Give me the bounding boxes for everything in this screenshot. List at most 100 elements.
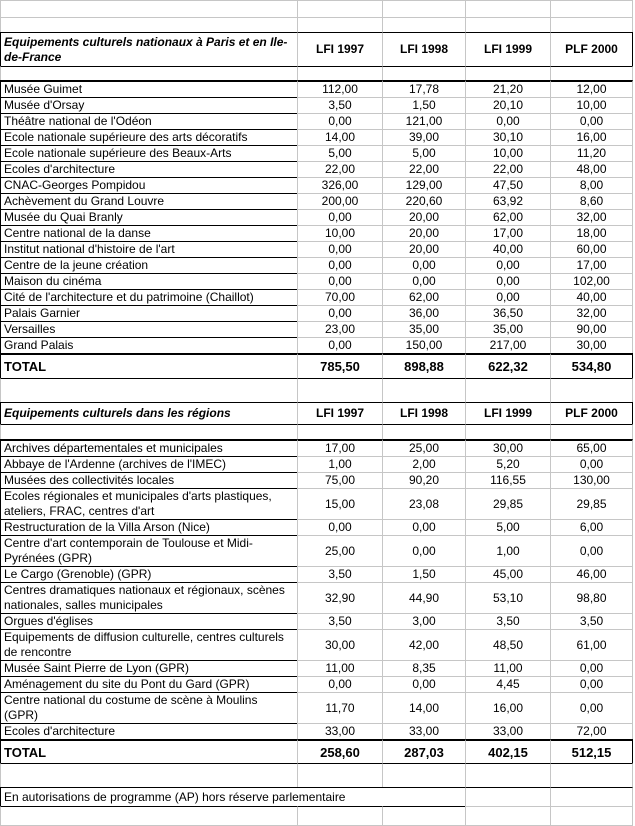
value-cell: 22,00 (382, 161, 465, 177)
column-header: LFI 1998 (382, 402, 465, 424)
value-cell: 63,92 (465, 193, 550, 209)
row-label: Orgues d'églises (0, 613, 297, 629)
table-row: Centre national de la danse 10,00 20,00 … (0, 225, 633, 241)
empty-cell (382, 378, 465, 402)
empty-cell (382, 806, 465, 826)
table-row: Archives départementales et municipales … (0, 439, 633, 456)
row-label: Restructuration de la Villa Arson (Nice) (0, 519, 297, 535)
empty-cell (0, 378, 297, 402)
empty-cell (297, 424, 382, 439)
value-cell: 129,00 (382, 177, 465, 193)
row-label: Musée Guimet (0, 80, 297, 97)
empty-cell (465, 763, 550, 787)
value-cell: 61,00 (550, 629, 633, 660)
table-row: Orgues d'églises 3,50 3,00 3,50 3,50 (0, 613, 633, 629)
empty-cell (550, 806, 633, 826)
spacer-row (0, 378, 633, 402)
section-2-rows: Archives départementales et municipales … (0, 439, 633, 739)
value-cell: 70,00 (297, 289, 382, 305)
row-label: Centres dramatiques nationaux et régiona… (0, 582, 297, 613)
value-cell: 0,00 (465, 257, 550, 273)
value-cell: 35,00 (382, 321, 465, 337)
empty-cell (465, 0, 550, 17)
table-row: Centre de la jeune création 0,00 0,00 0,… (0, 257, 633, 273)
value-cell: 25,00 (382, 439, 465, 456)
value-cell: 40,00 (465, 241, 550, 257)
spacer-row (0, 806, 633, 826)
value-cell: 3,50 (297, 613, 382, 629)
row-label: Centre national du costume de scène à Mo… (0, 692, 297, 723)
row-label: Centre de la jeune création (0, 257, 297, 273)
value-cell: 17,78 (382, 80, 465, 97)
row-label: Achèvement du Grand Louvre (0, 193, 297, 209)
row-label: Théâtre national de l'Odéon (0, 113, 297, 129)
table-row: Musée Guimet 112,00 17,78 21,20 12,00 (0, 80, 633, 97)
spacer-row (0, 0, 633, 17)
table-row: Maison du cinéma 0,00 0,00 0,00 102,00 (0, 273, 633, 289)
row-label: Maison du cinéma (0, 273, 297, 289)
row-label: Ecoles d'architecture (0, 161, 297, 177)
value-cell: 6,00 (550, 519, 633, 535)
empty-cell (382, 424, 465, 439)
value-cell: 5,00 (297, 145, 382, 161)
table-row: Versailles 23,00 35,00 35,00 90,00 (0, 321, 633, 337)
row-label: Musées des collectivités locales (0, 472, 297, 488)
value-cell: 22,00 (465, 161, 550, 177)
value-cell: 0,00 (550, 456, 633, 472)
section-title: Equipements culturels dans les régions (0, 402, 297, 424)
row-label: Ecoles d'architecture (0, 723, 297, 739)
empty-cell (297, 806, 382, 826)
value-cell: 62,00 (382, 289, 465, 305)
empty-cell (550, 17, 633, 32)
empty-cell (465, 787, 550, 806)
value-cell: 116,55 (465, 472, 550, 488)
empty-cell (465, 806, 550, 826)
row-label: Ecoles régionales et municipales d'arts … (0, 488, 297, 519)
row-label: CNAC-Georges Pompidou (0, 177, 297, 193)
value-cell: 130,00 (550, 472, 633, 488)
value-cell: 326,00 (297, 177, 382, 193)
table-row: Institut national d'histoire de l'art 0,… (0, 241, 633, 257)
total-value: 258,60 (297, 739, 382, 763)
footnote-cell: En autorisations de programme (AP) hors … (0, 787, 465, 806)
table-row: Grand Palais 0,00 150,00 217,00 30,00 (0, 337, 633, 353)
value-cell: 42,00 (382, 629, 465, 660)
empty-cell (465, 378, 550, 402)
table-row: Cité de l'architecture et du patrimoine … (0, 289, 633, 305)
value-cell: 1,00 (465, 535, 550, 566)
column-header: LFI 1999 (465, 32, 550, 66)
value-cell: 72,00 (550, 723, 633, 739)
total-value: 622,32 (465, 353, 550, 378)
value-cell: 48,50 (465, 629, 550, 660)
row-label: Cité de l'architecture et du patrimoine … (0, 289, 297, 305)
value-cell: 4,45 (465, 676, 550, 692)
value-cell: 0,00 (297, 676, 382, 692)
value-cell: 0,00 (550, 535, 633, 566)
value-cell: 48,00 (550, 161, 633, 177)
empty-cell (550, 763, 633, 787)
column-header: LFI 1998 (382, 32, 465, 66)
total-value: 785,50 (297, 353, 382, 378)
table-row: Ecoles d'architecture 33,00 33,00 33,00 … (0, 723, 633, 739)
empty-cell (297, 378, 382, 402)
table-row: Aménagement du site du Pont du Gard (GPR… (0, 676, 633, 692)
row-label: Palais Garnier (0, 305, 297, 321)
value-cell: 33,00 (465, 723, 550, 739)
value-cell: 65,00 (550, 439, 633, 456)
empty-cell (465, 66, 550, 80)
column-header: LFI 1997 (297, 32, 382, 66)
table-row: Centre national du costume de scène à Mo… (0, 692, 633, 723)
value-cell: 150,00 (382, 337, 465, 353)
value-cell: 8,35 (382, 660, 465, 676)
empty-cell (550, 0, 633, 17)
table-row: Musée du Quai Branly 0,00 20,00 62,00 32… (0, 209, 633, 225)
value-cell: 8,60 (550, 193, 633, 209)
value-cell: 0,00 (297, 337, 382, 353)
value-cell: 35,00 (465, 321, 550, 337)
total-value: 534,80 (550, 353, 633, 378)
value-cell: 200,00 (297, 193, 382, 209)
table-row: Achèvement du Grand Louvre 200,00 220,60… (0, 193, 633, 209)
value-cell: 102,00 (550, 273, 633, 289)
row-label: Institut national d'histoire de l'art (0, 241, 297, 257)
